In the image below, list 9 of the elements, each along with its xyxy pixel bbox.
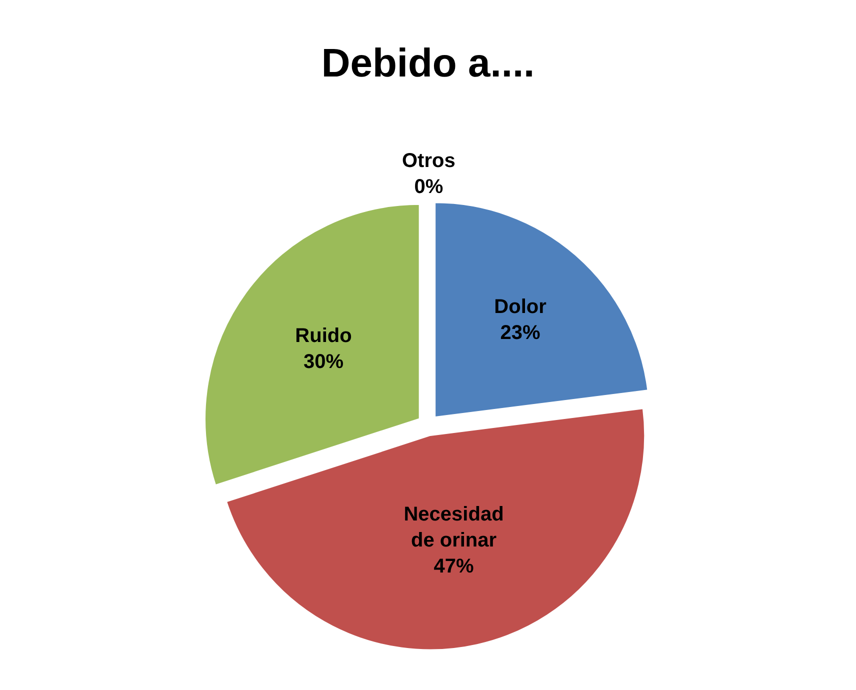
data-label: 47% xyxy=(434,555,474,578)
slice-label: Dolor xyxy=(494,296,547,318)
slice-label: Ruido xyxy=(295,325,352,348)
data-label: 30% xyxy=(303,351,344,374)
text: 0% xyxy=(414,176,444,198)
data-label: 23% xyxy=(500,322,541,344)
chart-title: Debido a.... xyxy=(321,41,535,86)
slice-label: Necesidad de orinar xyxy=(404,503,504,552)
category-label: Otros xyxy=(402,150,456,172)
